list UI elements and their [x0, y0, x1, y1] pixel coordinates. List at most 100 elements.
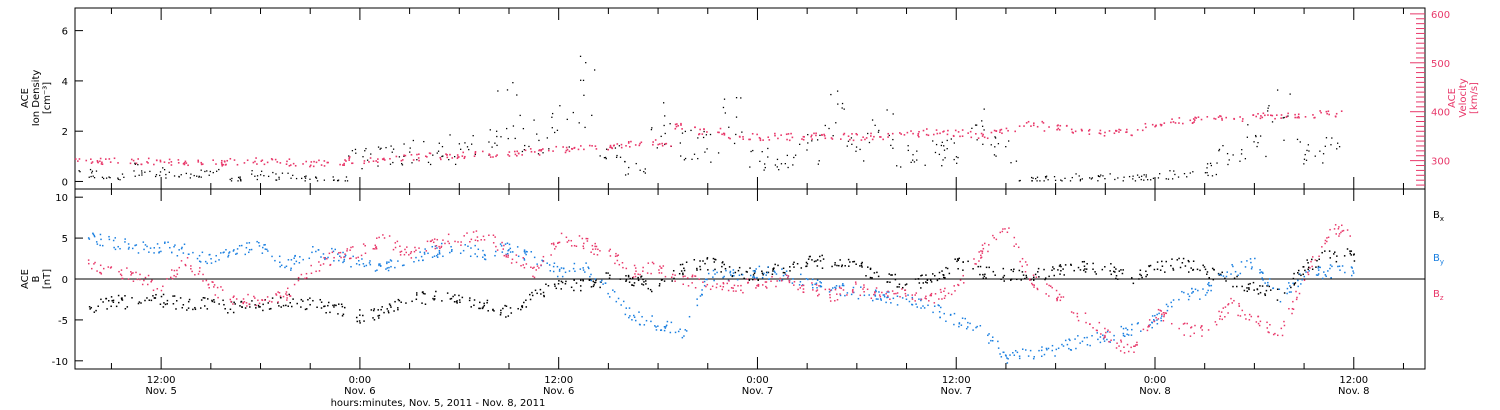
by-point — [1268, 278, 1271, 280]
velocity-point — [803, 136, 805, 138]
velocity-point — [276, 161, 279, 163]
density-point — [1032, 177, 1034, 179]
density-point — [278, 178, 280, 180]
velocity-point — [1036, 125, 1039, 128]
bx-point — [155, 293, 157, 296]
bx-point — [1317, 265, 1320, 268]
velocity-point — [343, 164, 345, 167]
by-point — [703, 284, 706, 287]
by-point — [198, 260, 201, 263]
bx-point — [227, 312, 229, 314]
bz-point — [1057, 296, 1059, 299]
by-point — [1106, 338, 1108, 341]
by-point — [1075, 347, 1077, 350]
by-point — [293, 263, 296, 265]
density-point — [787, 166, 789, 169]
bz-point — [1157, 308, 1160, 311]
bx-point — [685, 261, 688, 263]
bx-point — [446, 292, 449, 294]
bx-point — [595, 279, 597, 281]
density-point — [551, 116, 553, 118]
velocity-point — [611, 147, 614, 150]
bz-point — [375, 246, 378, 248]
bx-point — [859, 265, 861, 267]
bz-point — [1222, 307, 1225, 309]
bz-point — [1182, 323, 1185, 325]
by-point — [1005, 355, 1007, 357]
bz-point — [764, 281, 767, 283]
bx-point — [138, 301, 141, 303]
bx-point — [1052, 266, 1054, 268]
bx-point — [633, 282, 636, 284]
bz-point — [715, 286, 718, 289]
density-point — [438, 142, 440, 144]
velocity-point — [1088, 128, 1091, 131]
field-tick-label: -5 — [58, 316, 68, 327]
bz-point — [1329, 228, 1331, 231]
by-point — [332, 250, 335, 253]
by-point — [1012, 351, 1014, 354]
bx-point — [1161, 260, 1163, 263]
bx-point — [871, 277, 873, 279]
by-point — [1324, 274, 1327, 276]
bx-point — [789, 270, 791, 272]
by-point — [134, 244, 136, 247]
bx-point — [1293, 284, 1295, 286]
by-point — [436, 254, 438, 257]
by-point — [146, 245, 148, 248]
velocity-point — [348, 157, 351, 159]
density-tick-label: 0 — [62, 177, 68, 188]
bz-point — [286, 299, 288, 301]
velocity-point — [1118, 128, 1120, 131]
bx-point — [678, 272, 681, 275]
density-point — [724, 112, 726, 114]
density-point — [1043, 180, 1045, 182]
by-point — [579, 268, 582, 270]
density-point — [907, 149, 909, 152]
bx-point — [521, 306, 524, 309]
velocity-point — [625, 144, 627, 147]
velocity-point — [147, 162, 149, 164]
bz-point — [962, 282, 965, 284]
density-point — [1216, 162, 1218, 164]
bx-point — [502, 307, 504, 310]
by-point — [511, 251, 514, 253]
density-point — [761, 151, 763, 153]
bx-point — [1192, 269, 1194, 271]
bz-point — [245, 302, 248, 304]
bx-point — [1058, 265, 1061, 267]
velocity-point — [665, 142, 668, 145]
bx-point — [1211, 267, 1214, 270]
density-point — [251, 173, 253, 175]
bx-point — [387, 310, 390, 312]
bz-point — [457, 241, 459, 243]
bx-point — [159, 303, 162, 305]
bx-point — [643, 281, 645, 283]
by-point — [1125, 327, 1127, 329]
by-point — [369, 260, 371, 262]
bx-point — [917, 278, 920, 280]
bx-point — [796, 262, 799, 265]
bz-point — [954, 290, 956, 292]
by-point — [958, 325, 960, 328]
bx-point — [1232, 285, 1234, 288]
velocity-point — [223, 160, 226, 162]
velocity-point — [220, 161, 223, 164]
velocity-point — [1072, 132, 1075, 134]
by-point — [228, 252, 230, 254]
bx-point — [362, 314, 364, 317]
by-point — [1279, 300, 1282, 303]
density-point — [1268, 105, 1270, 107]
by-point — [997, 340, 999, 343]
bz-point — [233, 295, 235, 297]
bz-point — [338, 252, 340, 254]
bx-point — [793, 261, 795, 264]
density-point — [767, 156, 769, 158]
bz-point — [568, 239, 570, 242]
bz-point — [1237, 314, 1239, 317]
bz-point — [557, 242, 559, 244]
velocity-point — [137, 158, 139, 160]
bz-point — [1170, 322, 1173, 325]
bx-point — [175, 308, 177, 310]
bz-point — [592, 248, 594, 251]
